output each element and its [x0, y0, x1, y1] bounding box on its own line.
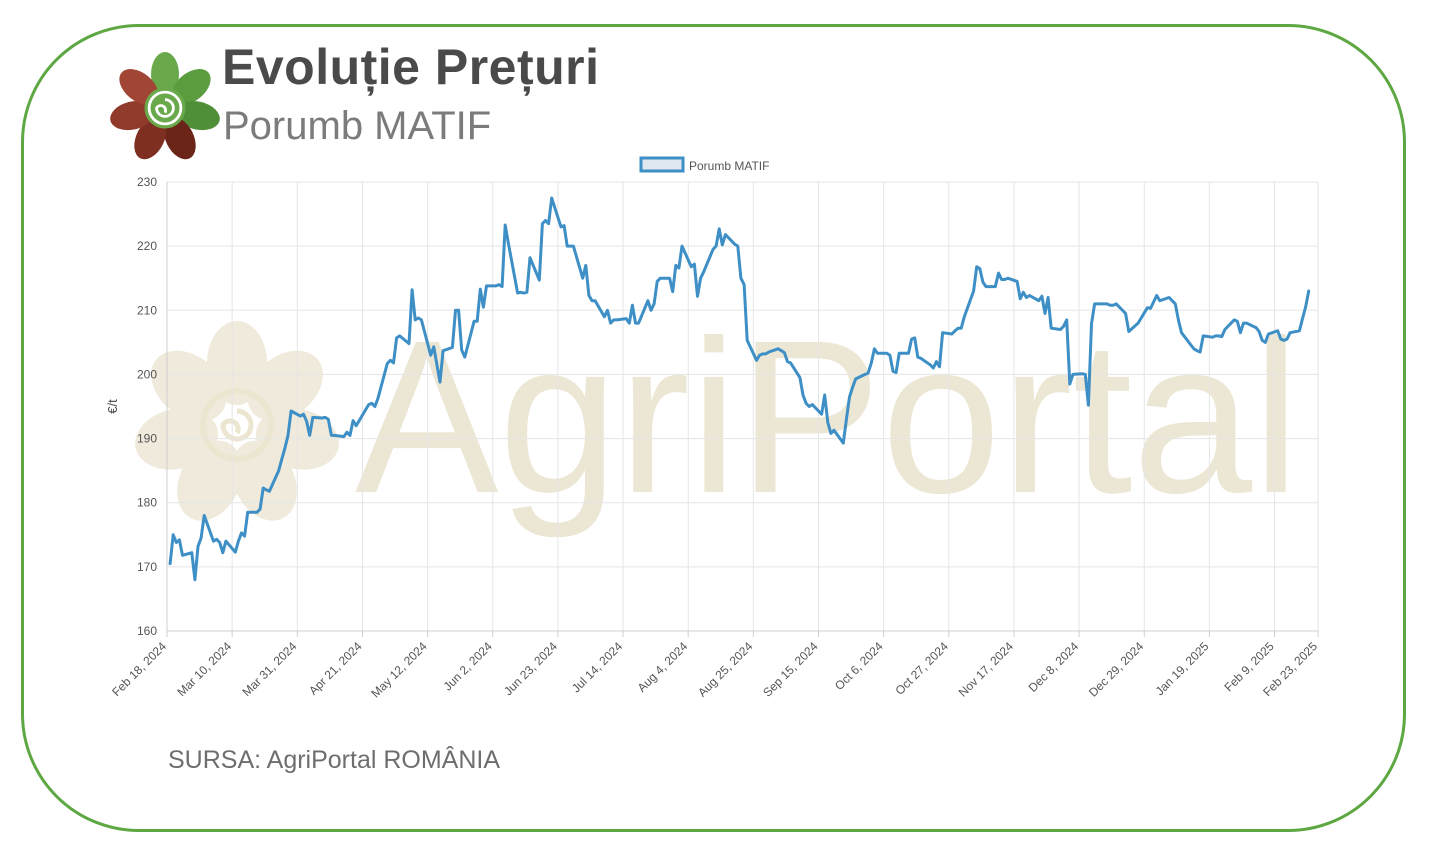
y-tick-label: 230: [137, 175, 157, 189]
card-frame: [21, 24, 1406, 832]
y-tick-label: 190: [137, 432, 157, 446]
legend-swatch: [639, 156, 685, 173]
x-tick-label: Mar 10, 2024: [174, 639, 234, 699]
x-tick-label: Mar 31, 2024: [240, 639, 300, 699]
x-tick-label: Jul 14, 2024: [569, 639, 625, 695]
x-tick-label: May 12, 2024: [368, 639, 430, 701]
x-tick-label: Feb 18, 2024: [109, 639, 169, 699]
y-tick-label: 160: [137, 624, 157, 638]
x-tick-label: Jun 23, 2024: [501, 639, 560, 698]
watermark: AgriPortal: [135, 296, 1300, 539]
y-tick-label: 220: [137, 239, 157, 253]
x-tick-label: Aug 25, 2024: [695, 639, 756, 700]
y-tick-label: 170: [137, 560, 157, 574]
x-tick-label: Nov 17, 2024: [956, 639, 1017, 700]
x-tick-label: Aug 4, 2024: [635, 639, 691, 695]
x-tick-label: Sep 15, 2024: [760, 639, 821, 700]
y-tick-label: 210: [137, 303, 157, 317]
agriportal-flower-logo-icon: [110, 52, 220, 160]
x-tick-label: Dec 8, 2024: [1026, 639, 1082, 695]
series-line-porumb-matif: [168, 196, 1311, 582]
y-tick-label: 180: [137, 496, 157, 510]
y-axis-label: €/t: [105, 399, 120, 414]
x-tick-label: Apr 21, 2024: [306, 639, 365, 698]
x-tick-label: Dec 29, 2024: [1086, 639, 1147, 700]
y-tick-label: 200: [137, 367, 157, 381]
page-subtitle: Porumb MATIF: [223, 104, 492, 148]
legend-label[interactable]: Porumb MATIF: [689, 159, 769, 173]
x-tick-label: Jun 2, 2024: [441, 639, 495, 693]
chart-legend: Porumb MATIF: [639, 156, 769, 173]
x-tick-label: Oct 27, 2024: [892, 639, 951, 698]
x-tick-label: Jan 19, 2025: [1153, 639, 1212, 698]
x-tick-label: Oct 6, 2024: [832, 639, 886, 693]
chart-series: [168, 196, 1311, 582]
source-note: SURSA: AgriPortal ROMÂNIA: [168, 746, 501, 774]
page-title: Evoluție Prețuri: [222, 39, 600, 95]
